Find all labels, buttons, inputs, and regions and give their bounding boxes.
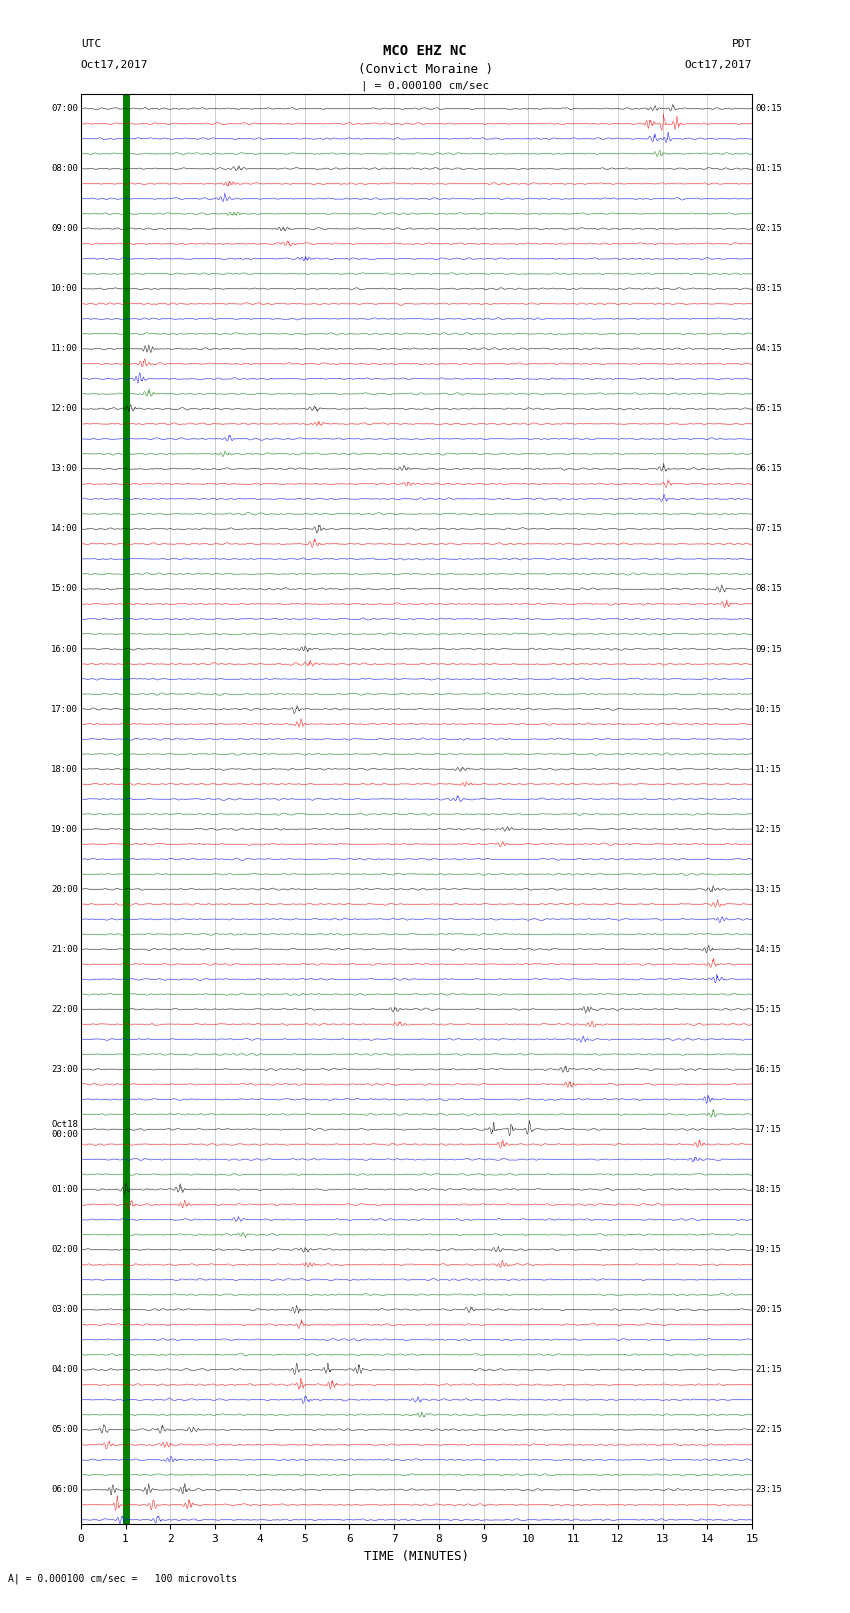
Text: 10:00: 10:00 bbox=[51, 284, 78, 294]
Text: 17:00: 17:00 bbox=[51, 705, 78, 713]
Text: 13:00: 13:00 bbox=[51, 465, 78, 473]
Text: 17:15: 17:15 bbox=[755, 1124, 782, 1134]
Text: 12:00: 12:00 bbox=[51, 405, 78, 413]
Text: 04:15: 04:15 bbox=[755, 344, 782, 353]
Text: 07:00: 07:00 bbox=[51, 105, 78, 113]
Text: 18:00: 18:00 bbox=[51, 765, 78, 774]
Text: 01:15: 01:15 bbox=[755, 165, 782, 173]
Text: 20:00: 20:00 bbox=[51, 886, 78, 894]
Text: | = 0.000100 cm/sec: | = 0.000100 cm/sec bbox=[361, 81, 489, 92]
Text: 20:15: 20:15 bbox=[755, 1305, 782, 1315]
Text: 16:00: 16:00 bbox=[51, 645, 78, 653]
Text: 08:00: 08:00 bbox=[51, 165, 78, 173]
Text: 19:15: 19:15 bbox=[755, 1245, 782, 1253]
Text: 03:15: 03:15 bbox=[755, 284, 782, 294]
Text: 00:15: 00:15 bbox=[755, 105, 782, 113]
Text: 08:15: 08:15 bbox=[755, 584, 782, 594]
Text: PDT: PDT bbox=[732, 39, 752, 48]
Text: 02:15: 02:15 bbox=[755, 224, 782, 234]
Text: 15:15: 15:15 bbox=[755, 1005, 782, 1015]
Text: 23:00: 23:00 bbox=[51, 1065, 78, 1074]
Text: 22:00: 22:00 bbox=[51, 1005, 78, 1015]
Text: 09:00: 09:00 bbox=[51, 224, 78, 234]
Text: 21:15: 21:15 bbox=[755, 1365, 782, 1374]
Text: 19:00: 19:00 bbox=[51, 824, 78, 834]
Text: 03:00: 03:00 bbox=[51, 1305, 78, 1315]
Text: 04:00: 04:00 bbox=[51, 1365, 78, 1374]
Text: 09:15: 09:15 bbox=[755, 645, 782, 653]
Text: 16:15: 16:15 bbox=[755, 1065, 782, 1074]
Text: 18:15: 18:15 bbox=[755, 1186, 782, 1194]
Text: 14:00: 14:00 bbox=[51, 524, 78, 534]
Text: UTC: UTC bbox=[81, 39, 101, 48]
X-axis label: TIME (MINUTES): TIME (MINUTES) bbox=[364, 1550, 469, 1563]
Text: Oct17,2017: Oct17,2017 bbox=[81, 60, 148, 69]
Text: 11:15: 11:15 bbox=[755, 765, 782, 774]
Text: 21:00: 21:00 bbox=[51, 945, 78, 953]
Text: 06:00: 06:00 bbox=[51, 1486, 78, 1494]
Text: 05:15: 05:15 bbox=[755, 405, 782, 413]
Text: 11:00: 11:00 bbox=[51, 344, 78, 353]
Text: Oct17,2017: Oct17,2017 bbox=[685, 60, 752, 69]
Text: 01:00: 01:00 bbox=[51, 1186, 78, 1194]
Text: 05:00: 05:00 bbox=[51, 1426, 78, 1434]
Text: 12:15: 12:15 bbox=[755, 824, 782, 834]
Text: (Convict Moraine ): (Convict Moraine ) bbox=[358, 63, 492, 76]
Text: 06:15: 06:15 bbox=[755, 465, 782, 473]
Text: 14:15: 14:15 bbox=[755, 945, 782, 953]
Text: 07:15: 07:15 bbox=[755, 524, 782, 534]
Text: 22:15: 22:15 bbox=[755, 1426, 782, 1434]
Text: 10:15: 10:15 bbox=[755, 705, 782, 713]
Text: MCO EHZ NC: MCO EHZ NC bbox=[383, 44, 467, 58]
Text: 23:15: 23:15 bbox=[755, 1486, 782, 1494]
Text: 13:15: 13:15 bbox=[755, 886, 782, 894]
Text: Oct18
00:00: Oct18 00:00 bbox=[51, 1119, 78, 1139]
Text: 02:00: 02:00 bbox=[51, 1245, 78, 1253]
Text: A| = 0.000100 cm/sec =   100 microvolts: A| = 0.000100 cm/sec = 100 microvolts bbox=[8, 1573, 238, 1584]
Text: 15:00: 15:00 bbox=[51, 584, 78, 594]
